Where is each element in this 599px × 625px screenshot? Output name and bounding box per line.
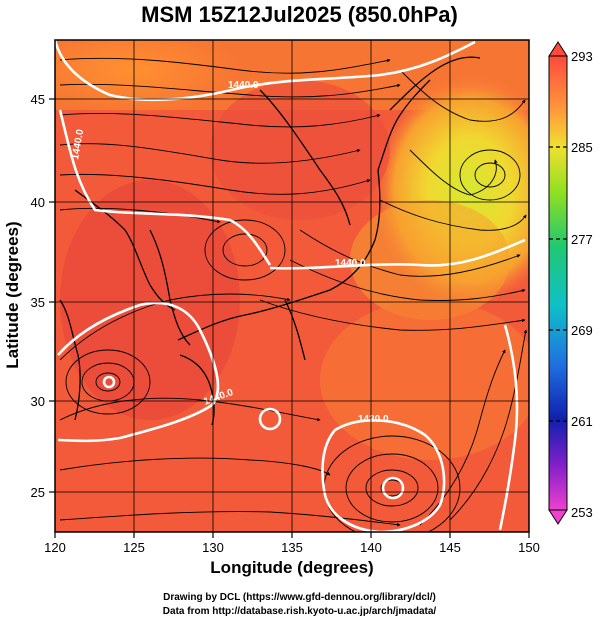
y-tick-label: 40 — [31, 195, 45, 210]
colorbar-tick-label: 261 — [571, 414, 593, 429]
y-tick-label: 30 — [31, 394, 45, 409]
credit-data: Data from http://database.rish.kyoto-u.a… — [162, 606, 437, 617]
coastlines — [59, 56, 481, 426]
contour-label: 1430.0 — [358, 414, 389, 425]
x-tick-label: 150 — [518, 540, 540, 555]
axis-ticks — [49, 98, 530, 538]
colorbar-tick-label: 277 — [571, 232, 593, 247]
x-tick-label: 140 — [360, 540, 382, 555]
colorbar-tick-label: 253 — [571, 505, 593, 520]
credit-drawing: Drawing by DCL (https://www.gfd-dennou.o… — [163, 592, 436, 603]
x-axis-label: Longitude (degrees) — [210, 558, 374, 577]
x-tick-label: 145 — [439, 540, 461, 555]
x-tick-label: 125 — [123, 540, 145, 555]
contour-label: 1440.0 — [70, 128, 86, 160]
x-tick-label: 135 — [281, 540, 303, 555]
colorbar-tick-label: 269 — [571, 323, 593, 338]
chart-title: MSM 15Z12Jul2025 (850.0hPa) — [141, 2, 458, 27]
grid-lines — [55, 40, 529, 532]
y-tick-label: 45 — [31, 92, 45, 107]
height-contours — [55, 40, 526, 532]
colorbar-tick-label: 285 — [571, 140, 593, 155]
colorbar-tick-label: 293 — [571, 49, 593, 64]
colorbar — [548, 41, 568, 525]
temperature-field — [55, 40, 529, 532]
x-tick-label: 120 — [44, 540, 66, 555]
x-tick-label: 130 — [202, 540, 224, 555]
contour-label: 1440.0 — [228, 80, 259, 91]
contour-label: 1440.0 — [335, 258, 366, 269]
y-tick-label: 35 — [31, 295, 45, 310]
y-tick-label: 25 — [31, 485, 45, 500]
